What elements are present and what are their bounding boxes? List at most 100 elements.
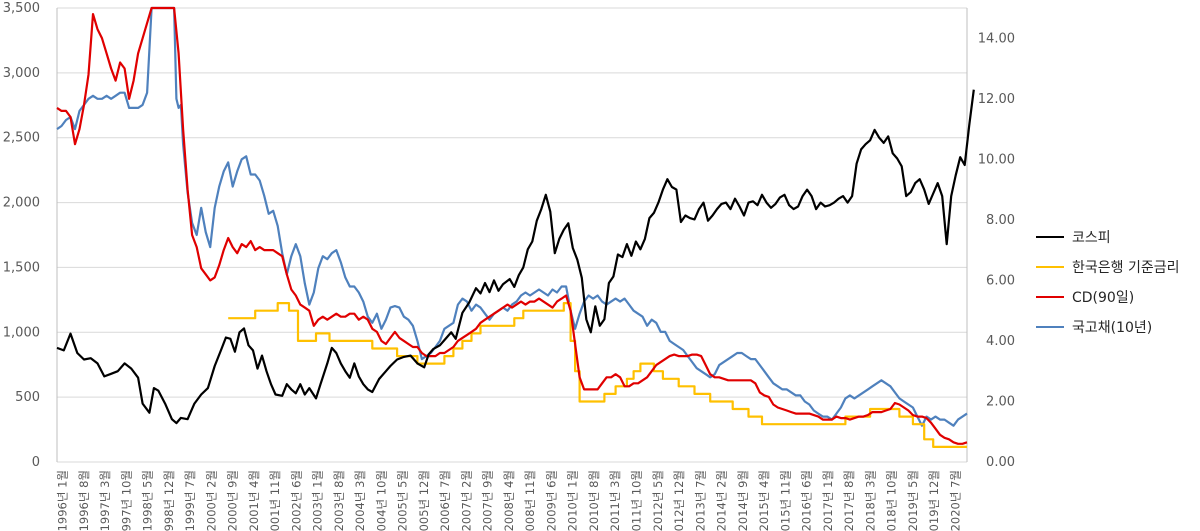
x-tick-label: 2006년 7월: [438, 470, 452, 531]
left-y-tick-label: 3,000: [3, 66, 40, 81]
x-tick-label: 2017년 1월: [821, 470, 835, 531]
legend-swatch-base-rate: [1036, 266, 1064, 268]
legend-item-treasury: 국고채(10년): [1036, 312, 1180, 342]
x-tick: 2016년 6월: [800, 470, 814, 531]
right-y-tick-label: 0.00: [986, 455, 1015, 470]
x-tick-label: 2001년 11월: [268, 470, 282, 531]
x-tick: 2019년 12월: [927, 470, 941, 531]
right-y-tick-label: 8.00: [986, 213, 1015, 228]
x-tick: 2010년 8월: [587, 470, 601, 531]
x-tick-label: 2005년 5월: [396, 470, 410, 531]
x-tick: 2001년 11월: [268, 470, 282, 531]
x-tick-label: 2010년 1월: [566, 470, 580, 531]
x-tick: 2004년 10월: [374, 470, 388, 531]
right-y-axis-ticks: 0.00 2.00 4.00 6.00 8.00 10.00 12.00 14.00: [978, 31, 1015, 470]
left-y-tick-label: 3,500: [3, 1, 40, 16]
series-line: [56, 89, 975, 425]
x-tick-label: 2015년 4월: [757, 470, 771, 531]
left-y-tick-label: 2,500: [3, 131, 40, 146]
x-tick-label: 2020년 7월: [948, 470, 962, 531]
x-tick: 2017년 1월: [821, 470, 835, 531]
right-y-tick-label: 4.00: [986, 334, 1015, 349]
x-tick: 2007년 2월: [459, 470, 473, 531]
x-tick: 2012년 5월: [651, 470, 665, 531]
x-tick-label: 2011년 10월: [630, 470, 644, 531]
x-tick-label: 2004년 3월: [353, 470, 367, 531]
x-tick: 2009년 6월: [544, 470, 558, 531]
x-tick: 2019년 5월: [906, 470, 920, 531]
x-tick: 2010년 1월: [566, 470, 580, 531]
legend-swatch-kospi: [1036, 236, 1064, 238]
x-tick-label: 2005년 12월: [417, 470, 431, 531]
x-tick: 1999년 7월: [183, 470, 197, 531]
gridlines: [56, 7, 968, 463]
x-tick-label: 2002년 6월: [289, 470, 303, 531]
x-tick-label: 2004년 10월: [374, 470, 388, 531]
x-tick: 2000년 9월: [226, 470, 240, 531]
x-tick: 2005년 5월: [396, 470, 410, 531]
x-tick-label: 1996년 1월: [56, 470, 70, 531]
x-tick: 2007년 9월: [481, 470, 495, 531]
x-tick-label: 2003년 8월: [332, 470, 346, 531]
x-tick: 2003년 8월: [332, 470, 346, 531]
x-tick-label: 2012년 12월: [672, 470, 686, 531]
x-tick: 2014년 9월: [736, 470, 750, 531]
x-tick: 2017년 8월: [842, 470, 856, 531]
x-tick-label: 2016년 6월: [800, 470, 814, 531]
x-tick-label: 2001년 4월: [247, 470, 261, 531]
x-tick: 2000년 2월: [204, 470, 218, 531]
x-tick-label: 1999년 7월: [183, 470, 197, 531]
x-tick: 2012년 12월: [672, 470, 686, 531]
series-lines: [56, 6, 975, 448]
series-line: [228, 302, 967, 448]
right-y-tick-label: 10.00: [978, 152, 1015, 167]
series-line: [56, 6, 968, 445]
x-tick: 2011년 3월: [608, 470, 622, 531]
x-tick-label: 2003년 1월: [311, 470, 325, 531]
legend-label-base-rate: 한국은행 기준금리: [1072, 260, 1180, 276]
x-tick-label: 1998년 5월: [141, 470, 155, 531]
left-y-tick-label: 1,000: [3, 325, 40, 340]
x-tick-label: 1996년 8월: [77, 470, 91, 531]
x-tick-label: 2008년 4월: [502, 470, 516, 531]
x-tick-label: 2009년 6월: [544, 470, 558, 531]
x-tick-label: 2019년 12월: [927, 470, 941, 531]
x-tick-label: 1997년 3월: [98, 470, 112, 531]
x-tick: 1997년 3월: [98, 470, 112, 531]
legend-item-kospi: 코스피: [1036, 222, 1180, 252]
x-tick: 2011년 10월: [630, 470, 644, 531]
legend-label-treasury: 국고채(10년): [1072, 320, 1153, 336]
x-tick-label: 2019년 5월: [906, 470, 920, 531]
x-tick-label: 2013년 7월: [693, 470, 707, 531]
x-tick-label: 2017년 8월: [842, 470, 856, 531]
legend-label-cd: CD(90일): [1072, 290, 1135, 306]
x-tick-label: 2015년 11월: [778, 470, 792, 531]
right-y-tick-label: 6.00: [986, 273, 1015, 288]
x-tick-label: 2000년 9월: [226, 470, 240, 531]
x-axis-ticks: 1996년 1월 1996년 8월 1997년 3월 1997년 10월 1998년 5…: [56, 470, 963, 531]
x-tick-label: 2010년 8월: [587, 470, 601, 531]
x-tick-label: 2007년 9월: [481, 470, 495, 531]
x-tick: 2014년 2월: [715, 470, 729, 531]
x-tick: 2015년 4월: [757, 470, 771, 531]
x-tick-label: 2018년 3월: [863, 470, 877, 531]
legend-swatch-cd: [1036, 296, 1064, 298]
right-y-tick-label: 12.00: [978, 92, 1015, 107]
x-tick: 2020년 7월: [948, 470, 962, 531]
right-y-tick-label: 2.00: [986, 394, 1015, 409]
x-tick-label: 2007년 2월: [459, 470, 473, 531]
x-tick-label: 2011년 3월: [608, 470, 622, 531]
x-tick-label: 1998년 12월: [162, 470, 176, 531]
left-y-axis-ticks: 0 500 1,000 1,500 2,000 2,500 3,000 3,500: [3, 1, 40, 470]
x-tick-label: 2000년 2월: [204, 470, 218, 531]
x-tick-label: 2014년 2월: [715, 470, 729, 531]
left-y-tick-label: 2,000: [3, 196, 40, 211]
x-tick: 1998년 12월: [162, 470, 176, 531]
x-tick: 2018년 3월: [863, 470, 877, 531]
x-tick-label: 2008년 11월: [523, 470, 537, 531]
legend-item-base-rate: 한국은행 기준금리: [1036, 252, 1180, 282]
x-tick: 2013년 7월: [693, 470, 707, 531]
x-tick: 2008년 11월: [523, 470, 537, 531]
x-tick: 2003년 1월: [311, 470, 325, 531]
